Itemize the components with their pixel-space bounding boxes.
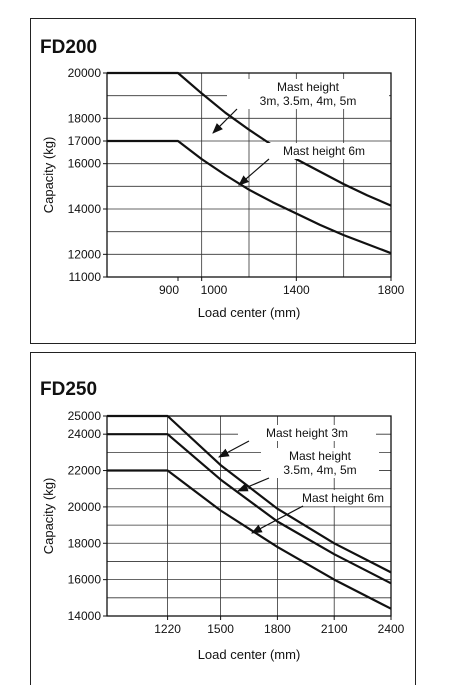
plot-area-frame (106, 72, 392, 278)
y-tick-label: 16000 (68, 573, 102, 587)
annotation-label: Mast height 6m (302, 491, 384, 505)
annotation-label: Mast height (277, 80, 340, 94)
y-tick-label: 20000 (68, 500, 102, 514)
fd200-chart: FD200 11000 12000 14000 16000 17000 18000 20000… (40, 37, 405, 320)
annotation-label: Mast height 6m (283, 144, 365, 158)
series-annotation-2: Mast height 6m (238, 143, 390, 186)
series-annotation-1: Mast height 3m (218, 425, 376, 458)
x-tick-label: 900 (159, 283, 179, 297)
y-tick-label: 24000 (68, 427, 102, 441)
y-tick-label: 18000 (68, 536, 102, 550)
y-tick-label: 16000 (68, 157, 102, 171)
fd200-chart-panel: FD200 11000 12000 14000 16000 17000 18000 20000… (30, 18, 416, 344)
x-axis-label: Load center (mm) (198, 305, 301, 320)
annotation-label: Mast height (289, 449, 352, 463)
x-tick-label: 1000 (201, 283, 228, 297)
y-tick-label: 12000 (68, 247, 102, 261)
annotation-background (297, 490, 389, 506)
x-tick-label: 1400 (283, 283, 310, 297)
annotation-background (227, 79, 389, 109)
annotation-arrow (212, 108, 238, 134)
plot-area-frame (106, 415, 392, 617)
x-tick-label: 2100 (321, 622, 348, 636)
x-tick-label: 2400 (378, 622, 405, 636)
chart-title: FD200 (40, 37, 97, 58)
x-tick-label: 1500 (207, 622, 234, 636)
y-axis-label: Capacity (kg) (41, 137, 56, 214)
y-tick-label: 17000 (68, 134, 102, 148)
fd250-chart-panel: FD250 14000 16000 18000 20000 22000 24000 25000… (30, 352, 416, 685)
y-tick-label: 22000 (68, 464, 102, 478)
annotation-background (261, 448, 379, 478)
annotation-arrow (237, 477, 270, 492)
x-tick-label: 1220 (154, 622, 181, 636)
y-tick-label: 14000 (68, 609, 102, 623)
annotation-arrow (251, 505, 304, 534)
annotation-label: Mast height 3m (266, 426, 348, 440)
series-annotation-3: Mast height 6m (251, 490, 389, 534)
annotation-background (238, 425, 376, 441)
annotation-arrow (218, 440, 250, 458)
series-line-3 (107, 469, 392, 610)
chart-title: FD250 (40, 379, 97, 400)
series-line-2 (107, 139, 392, 255)
x-tick-label: 1800 (264, 622, 291, 636)
y-tick-label: 14000 (68, 202, 102, 216)
annotation-label: 3m, 3.5m, 4m, 5m (260, 94, 357, 108)
y-tick-label: 25000 (68, 409, 102, 423)
y-tick-label: 18000 (68, 111, 102, 125)
x-tick-label: 1800 (378, 283, 405, 297)
annotation-arrow (238, 158, 270, 186)
y-axis-label: Capacity (kg) (41, 478, 56, 555)
x-axis-label: Load center (mm) (198, 647, 301, 662)
series-line-2 (107, 433, 392, 585)
y-tick-label: 20000 (68, 66, 102, 80)
annotation-label: 3.5m, 4m, 5m (283, 463, 356, 477)
y-tick-label: 11000 (69, 270, 102, 284)
annotation-background (258, 143, 390, 159)
fd250-chart: FD250 14000 16000 18000 20000 22000 24000 25000… (40, 379, 405, 662)
